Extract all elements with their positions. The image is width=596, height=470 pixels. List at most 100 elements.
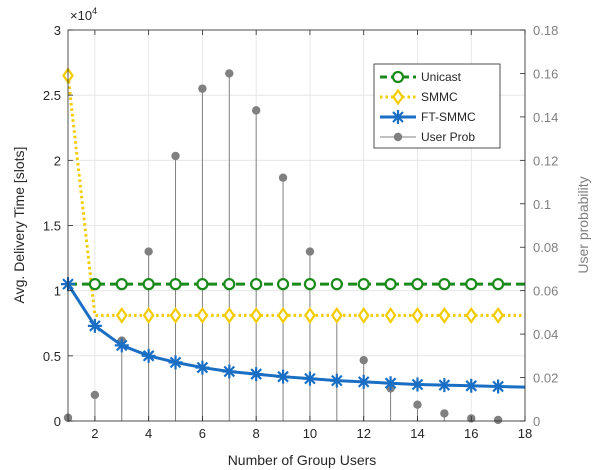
smmc-marker — [169, 307, 182, 324]
user-prob-point — [225, 69, 234, 78]
y2-tick-label: 0.1 — [533, 197, 551, 212]
smmc-marker — [115, 307, 128, 324]
y-tick-label: 3 — [54, 23, 61, 38]
y-exponent-label: ×104 — [70, 6, 97, 23]
unicast-marker — [223, 278, 236, 291]
smmc-marker — [250, 307, 263, 324]
user-prob-point — [198, 84, 207, 93]
x-tick-label: 4 — [145, 426, 152, 441]
x-tick-label: 12 — [356, 426, 370, 441]
smmc-marker — [304, 307, 316, 324]
y2-tick-label: 0.04 — [533, 327, 558, 342]
ft-smmc-marker — [249, 367, 264, 382]
y2-tick-label: 0.06 — [533, 284, 558, 299]
ft-smmc-marker — [464, 378, 479, 393]
smmc-marker — [357, 307, 370, 324]
axis-ticks — [68, 29, 526, 422]
ft-smmc-marker — [87, 318, 102, 333]
x-tick-label: 14 — [410, 426, 424, 441]
unicast-marker — [115, 278, 128, 291]
unicast-marker — [88, 278, 101, 291]
y-tick-label: 0.5 — [43, 349, 61, 364]
unicast-marker — [438, 278, 451, 291]
user-prob-point — [359, 355, 368, 365]
unicast-marker — [411, 278, 424, 291]
ft-smmc-marker — [276, 369, 291, 384]
ft-smmc-marker — [356, 374, 371, 389]
y2-tick-label: 0.02 — [533, 371, 558, 386]
y-tick-label: 2 — [54, 153, 61, 168]
user-prob-point — [305, 247, 315, 256]
legend-marker-smmc — [392, 88, 404, 106]
smmc-marker — [465, 307, 478, 324]
y2-tick-label: 0.12 — [533, 153, 558, 168]
user-prob-point — [251, 106, 261, 115]
unicast-marker — [492, 278, 505, 291]
smmc-marker — [223, 307, 236, 324]
user-prob-point — [90, 390, 100, 400]
unicast-marker — [196, 278, 209, 291]
user-prob-point — [278, 173, 288, 182]
unicast-marker — [303, 278, 317, 291]
y-tick-label: 1 — [54, 284, 61, 299]
ft-smmc-marker — [168, 355, 183, 370]
legend: Unicast SMMC FT-SMMC User Prob — [373, 63, 501, 149]
unicast-marker — [276, 278, 290, 291]
ft-smmc-marker — [437, 378, 452, 393]
legend-label-unicast: Unicast — [421, 70, 462, 84]
x-tick-label: 2 — [91, 426, 98, 441]
y2-tick-label: 0 — [533, 414, 540, 429]
y2-tick-label: 0.16 — [533, 66, 558, 81]
ft-smmc-marker — [141, 348, 156, 363]
ft-smmc-marker — [329, 373, 344, 388]
smmc-marker — [277, 307, 289, 324]
y-exponent-power: 4 — [92, 6, 97, 16]
unicast-marker — [330, 278, 343, 291]
unicast-marker — [384, 278, 397, 291]
ft-smmc-marker — [195, 360, 210, 375]
smmc-marker — [196, 307, 209, 324]
legend-label-smmc: SMMC — [421, 90, 458, 104]
unicast-marker — [465, 278, 478, 291]
smmc-marker — [492, 307, 505, 324]
ft-smmc-marker — [383, 376, 398, 391]
legend-marker-ft-smmc — [391, 110, 405, 124]
ft-smmc-marker — [410, 377, 425, 392]
x-axis-label: Number of Group Users — [228, 452, 377, 468]
x-tick-label: 18 — [518, 426, 532, 441]
legend-items — [380, 70, 416, 142]
smmc-marker — [384, 307, 397, 324]
smmc-marker — [330, 307, 343, 324]
legend-label-ft-smmc: FT-SMMC — [421, 110, 476, 124]
ft-smmc-marker — [302, 371, 317, 386]
y-axis-label: Avg. Delivery Time [slots] — [11, 147, 27, 304]
unicast-marker — [250, 278, 263, 291]
smmc-marker — [438, 307, 451, 324]
x-tick-label: 6 — [199, 426, 206, 441]
ft-smmc-marker — [491, 379, 506, 394]
x-tick-label: 16 — [464, 426, 478, 441]
x-tick-label: 10 — [303, 426, 317, 441]
legend-label-user-prob: User Prob — [421, 130, 475, 144]
y2-tick-label: 0.08 — [533, 240, 558, 255]
legend-marker-unicast — [391, 70, 405, 84]
y-tick-label: 2.5 — [43, 88, 61, 103]
smmc-marker — [142, 307, 155, 324]
ft-smmc-marker — [222, 364, 237, 379]
user-prob-point — [440, 409, 449, 418]
unicast-marker — [142, 278, 155, 291]
unicast-marker — [357, 278, 370, 291]
user-prob-point — [493, 415, 503, 425]
y2-axis-label: User probability — [575, 176, 591, 273]
user-prob-point — [413, 400, 422, 409]
tick-labels: 2 4 6 8 10 12 14 16 1800.511.522.5300.020.040.06… — [43, 23, 558, 441]
ft-smmc-marker — [114, 338, 129, 353]
smmc-marker — [411, 307, 424, 324]
y-tick-label: 1.5 — [43, 219, 61, 234]
user-prob-point — [171, 151, 180, 161]
y2-tick-label: 0.18 — [533, 23, 558, 38]
x-tick-label: 8 — [253, 426, 260, 441]
y-exponent-base: ×10 — [70, 8, 92, 23]
y-tick-label: 0 — [54, 414, 61, 429]
